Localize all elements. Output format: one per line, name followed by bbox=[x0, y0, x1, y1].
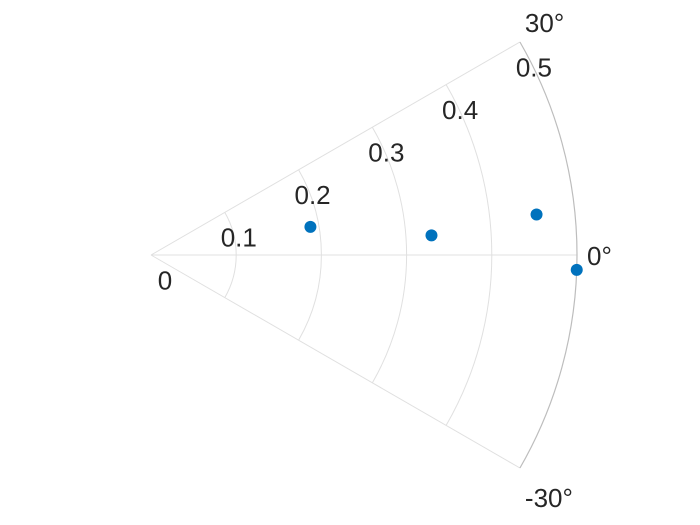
r-grid-arc-1 bbox=[224, 212, 237, 298]
r-tick-label: 0.5 bbox=[516, 52, 552, 82]
data-point bbox=[425, 229, 438, 242]
r-grid-arc-3 bbox=[371, 126, 408, 384]
r-tick-label: 0.3 bbox=[368, 137, 404, 167]
theta-grid-line-0 bbox=[150, 254, 521, 469]
r-grid-arc-2 bbox=[298, 169, 322, 341]
data-point bbox=[570, 263, 583, 276]
data-points bbox=[304, 208, 583, 276]
theta-tick-labels: -30° 0° 30° bbox=[525, 8, 612, 513]
r-tick-labels: 0 0.1 0.2 0.3 0.4 0.5 bbox=[158, 52, 552, 295]
r-tick-label: 0 bbox=[158, 265, 172, 295]
outer-arc bbox=[519, 41, 578, 469]
theta-tick-label: 30° bbox=[525, 8, 564, 38]
r-tick-label: 0.4 bbox=[442, 95, 478, 125]
theta-tick-label: -30° bbox=[525, 483, 573, 513]
theta-tick-label: 0° bbox=[587, 241, 612, 271]
r-tick-label: 0.2 bbox=[294, 180, 330, 210]
data-point bbox=[304, 220, 317, 233]
r-grid-arc-4 bbox=[445, 84, 493, 426]
data-point bbox=[530, 208, 543, 221]
polar-grid bbox=[150, 41, 578, 469]
r-tick-label: 0.1 bbox=[221, 223, 257, 253]
theta-grid-line-2 bbox=[150, 41, 521, 256]
